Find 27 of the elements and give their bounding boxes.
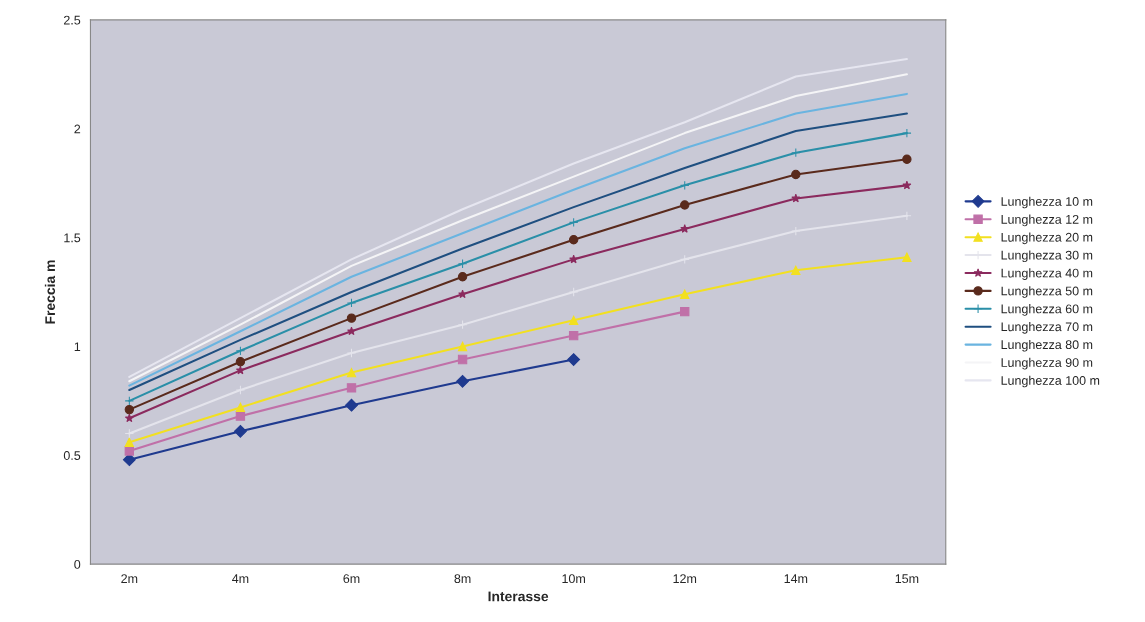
- x-tick-label: 4m: [232, 574, 249, 583]
- y-tick-label: 1.5: [64, 233, 81, 243]
- legend-label: Lunghezza 10 m: [1001, 196, 1093, 209]
- x-tick-label: 15m: [895, 574, 919, 584]
- legend-label: Lunghezza 12 m: [1001, 214, 1093, 227]
- y-axis-title: Freccia m: [44, 260, 56, 324]
- x-tick-label: 8m: [454, 574, 471, 584]
- legend-label: Lunghezza 40 m: [1001, 268, 1093, 280]
- x-tick-label: 12m: [673, 574, 697, 583]
- x-tick-label: 6m: [343, 574, 360, 584]
- x-tick-label: 14m: [784, 574, 808, 583]
- x-axis-title: Interasse: [488, 591, 549, 602]
- y-tick-label: 0: [74, 559, 81, 569]
- legend-label: Lunghezza 30 m: [1001, 250, 1093, 263]
- legend-label: Lunghezza 90 m: [1001, 357, 1093, 370]
- x-tick-label: 2m: [121, 574, 138, 583]
- legend-label: Lunghezza 80 m: [1001, 339, 1093, 352]
- y-tick-label: 0.5: [63, 451, 81, 460]
- legend-label: Lunghezza 20 m: [1001, 232, 1093, 245]
- legend-label: Lunghezza 100 m: [1001, 375, 1100, 388]
- y-tick-label: 2: [74, 124, 81, 134]
- x-tick-label: 10m: [562, 574, 585, 584]
- legend-label: Lunghezza 70 m: [1001, 322, 1093, 334]
- y-tick-label: 1: [74, 342, 81, 351]
- y-tick-label: 2.5: [63, 15, 81, 25]
- legend-label: Lunghezza 50 m: [1001, 286, 1093, 298]
- legend-label: Lunghezza 60 m: [1001, 304, 1093, 316]
